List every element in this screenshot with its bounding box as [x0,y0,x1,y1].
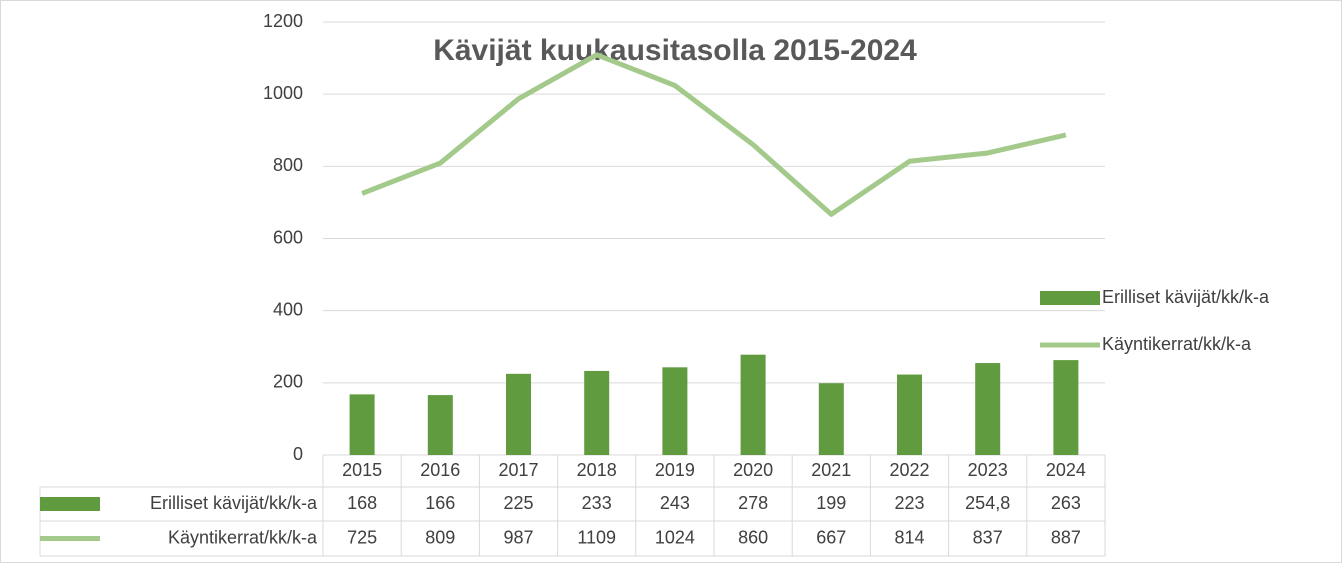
table-cell: 225 [503,493,533,513]
table-row-label: Erilliset kävijät/kk/k-a [150,493,318,513]
x-tick-label: 2020 [733,460,773,480]
table-cell: 223 [894,493,924,513]
x-tick-label: 2019 [655,460,695,480]
chart-title: Kävijät kuukausitasolla 2015-2024 [433,34,917,67]
y-tick-label: 1200 [263,11,303,31]
table-cell: 887 [1051,527,1081,547]
bar [975,363,1001,455]
y-tick-label: 1000 [263,83,303,103]
bar [818,383,844,455]
bar [740,354,766,455]
table-cell: 233 [582,493,612,513]
bar [427,395,453,455]
table-cell: 168 [347,493,377,513]
table-cell: 1109 [577,527,616,547]
bar [662,367,688,455]
table-cell: 837 [973,527,1003,547]
table-cell: 1024 [655,527,695,547]
table-cell: 725 [347,527,377,547]
line [361,52,1067,217]
y-tick-label: 600 [273,227,303,247]
y-tick-label: 800 [273,155,303,175]
table-cell: 166 [425,493,455,513]
bar [584,370,610,455]
y-tick-label: 400 [273,299,303,319]
table-cell: 987 [503,527,533,547]
table-cell: 199 [816,493,846,513]
x-tick-label: 2016 [420,460,460,480]
y-tick-label: 200 [273,372,303,392]
table-cell: 860 [738,527,768,547]
table-row-label: Käyntikerrat/kk/k-a [168,527,318,547]
legend-label: Erilliset kävijät/kk/k-a [1102,287,1270,307]
x-tick-label: 2024 [1046,460,1086,480]
table-cell: 278 [738,493,768,513]
table-cell: 243 [660,493,690,513]
table-cell: 263 [1051,493,1081,513]
bar [1053,360,1079,455]
table-cell: 254,8 [965,493,1010,513]
table-cell: 809 [425,527,455,547]
x-tick-label: 2022 [889,460,929,480]
bar [897,374,922,455]
x-tick-label: 2023 [968,460,1008,480]
bar [349,394,375,455]
x-tick-label: 2021 [811,460,851,480]
legend-key [1040,291,1100,305]
table-cell: 667 [816,527,846,547]
legend-label: Käyntikerrat/kk/k-a [1102,334,1252,354]
table-legend-key [40,497,100,511]
x-tick-label: 2017 [498,460,538,480]
x-tick-label: 2018 [577,460,617,480]
bar [506,373,531,455]
y-tick-label: 0 [293,444,303,464]
x-tick-label: 2015 [342,460,382,480]
table-cell: 814 [894,527,924,547]
